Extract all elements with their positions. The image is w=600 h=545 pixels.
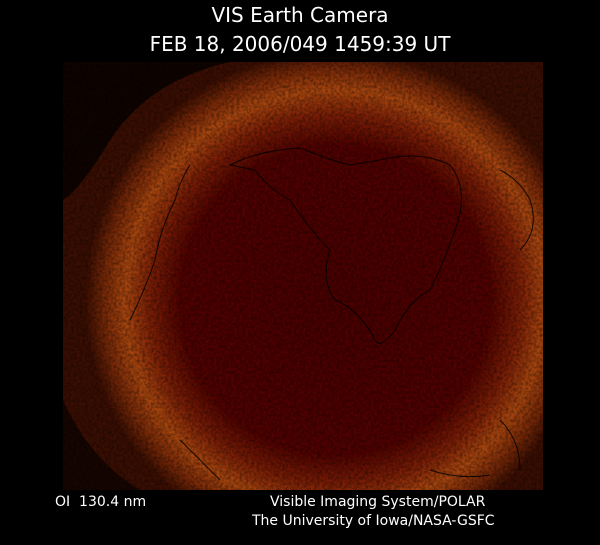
wavelength: OI 130.4 nm [55,494,146,510]
coastlines [129,147,534,481]
dark-corner [63,62,230,200]
timestamp: FEB 18, 2006/049 1459:39 UT [150,32,452,56]
image-noise [63,62,543,490]
earth-image [63,62,543,490]
dark-corner [63,400,140,490]
credit: The University of Iowa/NASA-GSFC [251,513,495,529]
title: VIS Earth Camera [211,3,388,27]
instrument: Visible Imaging System/POLAR [270,494,486,510]
